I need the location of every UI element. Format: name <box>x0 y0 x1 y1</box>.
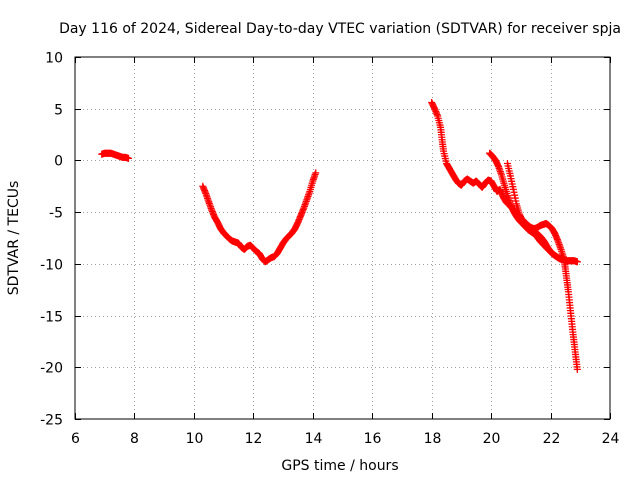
x-tick-label: 6 <box>71 431 80 447</box>
x-tick-label: 14 <box>305 431 323 447</box>
y-tick-label: 0 <box>54 154 63 170</box>
x-tick-label: 16 <box>364 431 382 447</box>
x-tick-label: 18 <box>424 431 442 447</box>
x-tick-label: 22 <box>543 431 561 447</box>
x-tick-label: 10 <box>186 431 204 447</box>
x-tick-label: 24 <box>602 431 620 447</box>
y-tick-label: -25 <box>40 413 63 429</box>
data-point <box>573 258 581 266</box>
axis-ticks: 6 8 10 12 14 16 18 20 22 24 -25 -20 -15 -10 -5 0 5 10 <box>40 51 619 448</box>
x-tick-label: 8 <box>130 431 139 447</box>
y-tick-label: -20 <box>40 361 63 377</box>
y-tick-label: 10 <box>45 51 63 67</box>
data-point <box>573 365 581 373</box>
plot-frame <box>74 56 611 420</box>
data-points <box>98 99 581 373</box>
x-tick-label: 12 <box>245 431 263 447</box>
grid-lines <box>75 57 610 419</box>
y-axis-label: SDTVAR / TECUs <box>6 181 22 296</box>
x-axis-label: GPS time / hours <box>281 458 398 474</box>
chart-title: Day 116 of 2024, Sidereal Day-to-day VTE… <box>59 21 621 37</box>
data-point <box>312 169 320 177</box>
data-point <box>125 154 132 162</box>
y-tick-label: -15 <box>40 310 63 326</box>
y-tick-label: -10 <box>40 258 63 274</box>
y-tick-label: 5 <box>54 103 63 119</box>
y-tick-label: -5 <box>49 206 63 222</box>
x-tick-label: 20 <box>483 431 501 447</box>
